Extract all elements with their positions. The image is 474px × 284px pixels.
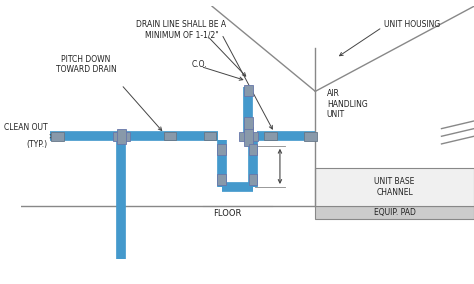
Bar [315, 206, 474, 220]
Bar [244, 127, 253, 146]
Text: UNIT HOUSING: UNIT HOUSING [384, 20, 440, 29]
Bar [244, 117, 253, 129]
Bar [249, 174, 257, 185]
Bar [164, 132, 176, 140]
Bar [204, 132, 216, 140]
Bar [51, 132, 64, 141]
Text: AIR
HANDLING
UNIT: AIR HANDLING UNIT [327, 89, 367, 119]
Text: (TYP.): (TYP.) [27, 140, 48, 149]
Bar [304, 132, 317, 141]
Bar [117, 129, 126, 144]
Bar [315, 168, 474, 206]
Text: PITCH DOWN
TOWARD DRAIN: PITCH DOWN TOWARD DRAIN [55, 55, 116, 74]
Text: FLOOR: FLOOR [213, 209, 242, 218]
Bar [249, 144, 257, 155]
Text: C.O.: C.O. [191, 60, 207, 69]
Text: EQUIP. PAD: EQUIP. PAD [374, 208, 416, 217]
Text: CLEAN OUT: CLEAN OUT [4, 124, 48, 132]
Text: UNIT BASE
CHANNEL: UNIT BASE CHANNEL [374, 177, 415, 197]
Bar [239, 132, 258, 141]
Bar [264, 132, 277, 140]
Bar [113, 132, 130, 141]
Bar [244, 85, 253, 96]
Bar [217, 174, 226, 185]
Bar [217, 144, 226, 155]
Text: DRAIN LINE SHALL BE A
MINIMUM OF 1-1/2": DRAIN LINE SHALL BE A MINIMUM OF 1-1/2" [137, 20, 227, 39]
